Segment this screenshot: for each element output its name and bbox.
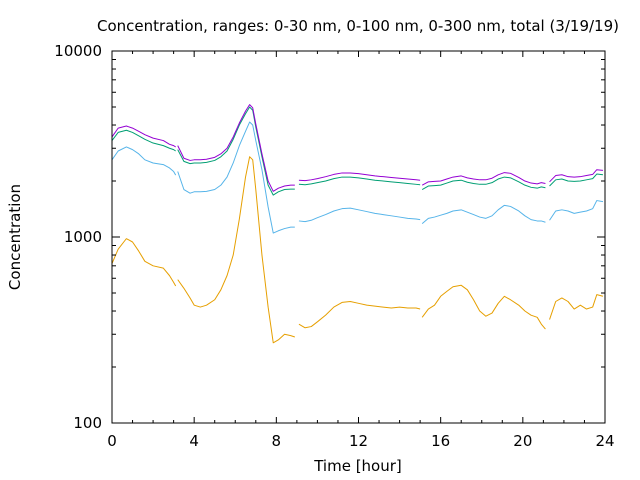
series-1 <box>111 156 604 344</box>
series-line <box>111 125 176 148</box>
series-line <box>549 294 604 320</box>
series-line <box>549 169 604 183</box>
series-line <box>298 172 421 182</box>
y-tick-label: 10000 <box>54 42 102 60</box>
x-tick-label: 12 <box>349 432 368 450</box>
series-line <box>421 176 546 190</box>
x-tick-label: 20 <box>513 432 532 450</box>
series-line <box>549 173 604 187</box>
y-tick-label: 1000 <box>64 228 102 246</box>
series-line <box>177 156 295 344</box>
series-2 <box>111 121 604 234</box>
series-line <box>549 200 604 221</box>
chart-title: Concentration, ranges: 0-30 nm, 0-100 nm… <box>97 17 619 35</box>
x-axis: 0 4 8 12 16 20 24 <box>107 51 615 450</box>
series-line <box>298 207 421 223</box>
x-tick-label: 16 <box>431 432 450 450</box>
x-tick-label: 24 <box>595 432 614 450</box>
x-axis-label: Time [hour] <box>313 457 402 475</box>
series-3 <box>111 106 604 196</box>
series-line <box>111 129 176 152</box>
y-tick-label: 100 <box>73 414 102 432</box>
series-line <box>298 301 421 329</box>
series-line <box>298 176 421 186</box>
series-layer <box>111 104 604 344</box>
x-tick-label: 4 <box>189 432 199 450</box>
series-line <box>111 238 177 287</box>
series-line <box>177 121 295 234</box>
series-line <box>177 104 295 192</box>
series-4 <box>111 104 604 192</box>
x-tick-label: 0 <box>107 432 117 450</box>
plot-frame <box>111 50 606 424</box>
y-axis: 100 1000 10000 <box>54 42 605 432</box>
x-tick-label: 8 <box>272 432 282 450</box>
series-line <box>421 172 546 186</box>
y-axis-label: Concentration <box>6 184 24 290</box>
series-line <box>421 284 546 330</box>
series-line <box>177 106 295 196</box>
series-line <box>421 204 546 225</box>
series-line <box>111 146 177 176</box>
